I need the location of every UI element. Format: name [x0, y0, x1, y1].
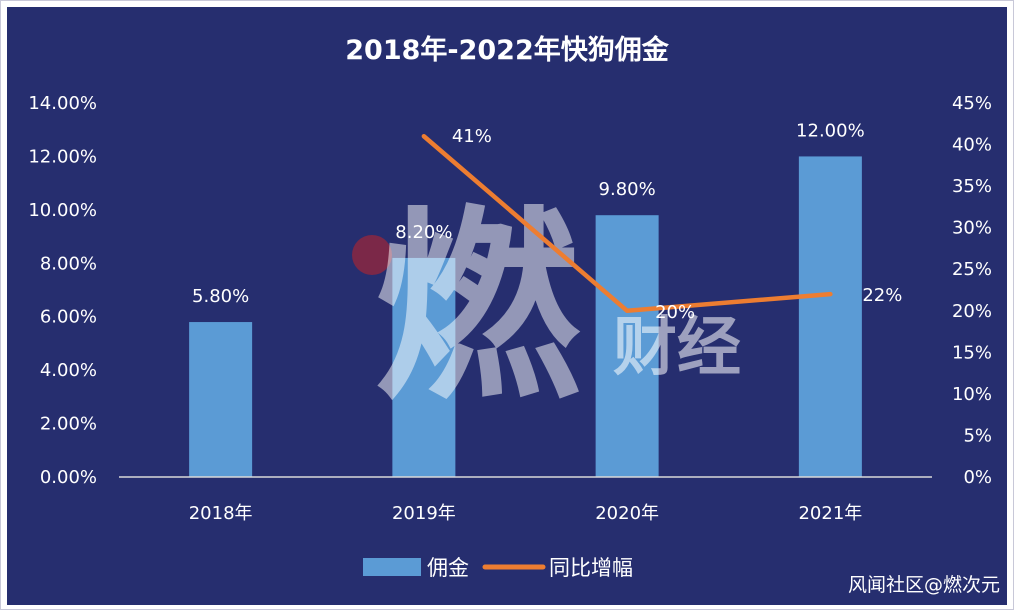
legend: 佣金 同比增幅	[363, 556, 633, 580]
watermark-dot	[352, 235, 392, 275]
left-axis-tick-label: 4.00%	[40, 360, 97, 381]
bar-data-label: 5.80%	[192, 286, 249, 307]
x-axis-tick-label: 2019年	[392, 503, 456, 524]
legend-label-growth: 同比增幅	[549, 556, 633, 580]
watermark: 燃 财经	[352, 190, 741, 428]
bar-data-label: 9.80%	[599, 179, 656, 200]
right-axis-tick-label: 20%	[952, 301, 992, 322]
left-axis-tick-label: 12.00%	[28, 146, 97, 167]
watermark-logo-char: 燃	[375, 190, 581, 428]
legend-swatch-commission	[363, 558, 421, 576]
right-axis-tick-label: 0%	[963, 467, 992, 488]
right-axis-tick-label: 15%	[952, 342, 992, 363]
right-axis-tick-label: 5%	[963, 425, 992, 446]
commission-bars	[189, 156, 862, 477]
bar-data-label: 12.00%	[796, 120, 865, 141]
growth-line-path	[421, 133, 833, 314]
chart-panel: 2018年-2022年快狗佣金 0.00% 2.00% 4.00% 6.00% 8.00…	[7, 7, 1007, 605]
commission-bar	[189, 322, 253, 477]
bar-data-label: 8.20%	[395, 222, 452, 243]
source-credit: 风闻社区@燃次元	[848, 574, 1000, 596]
x-axis-ticks: 2018年 2019年 2020年 2021年	[189, 503, 863, 524]
right-axis-ticks: 0% 5% 10% 15% 20% 25% 30% 35% 40% 45%	[952, 93, 992, 488]
right-axis-tick-label: 45%	[952, 93, 992, 114]
line-data-labels: 41% 20% 22%	[452, 126, 903, 323]
combo-chart: 2018年-2022年快狗佣金 0.00% 2.00% 4.00% 6.00% 8.00…	[28, 34, 1000, 596]
commission-bar	[392, 257, 456, 477]
commission-bar	[595, 215, 659, 477]
right-axis-tick-label: 40%	[952, 135, 992, 156]
x-axis-tick-label: 2020年	[595, 503, 659, 524]
x-axis-tick-label: 2021年	[798, 503, 862, 524]
bar-data-labels: 5.80% 8.20% 9.80% 12.00%	[192, 120, 865, 307]
line-data-label: 41%	[452, 126, 492, 147]
left-axis-tick-label: 10.00%	[28, 200, 97, 221]
left-axis-ticks: 0.00% 2.00% 4.00% 6.00% 8.00% 10.00% 12.00% 14.…	[28, 93, 97, 488]
left-axis-tick-label: 0.00%	[40, 467, 97, 488]
line-data-label: 22%	[862, 285, 902, 306]
line-data-label: 20%	[655, 302, 695, 323]
right-axis-tick-label: 35%	[952, 176, 992, 197]
left-axis-tick-label: 2.00%	[40, 414, 97, 435]
left-axis-tick-label: 8.00%	[40, 253, 97, 274]
legend-label-commission: 佣金	[427, 556, 469, 580]
right-axis-tick-label: 25%	[952, 259, 992, 280]
left-axis-tick-label: 6.00%	[40, 307, 97, 328]
left-axis-tick-label: 14.00%	[28, 93, 97, 114]
chart-title: 2018年-2022年快狗佣金	[345, 34, 669, 66]
watermark-logo-text: 财经	[613, 311, 741, 385]
growth-line	[421, 133, 833, 314]
commission-bar	[798, 156, 862, 477]
right-axis-tick-label: 10%	[952, 384, 992, 405]
x-axis-tick-label: 2018年	[189, 503, 253, 524]
right-axis-tick-label: 30%	[952, 218, 992, 239]
